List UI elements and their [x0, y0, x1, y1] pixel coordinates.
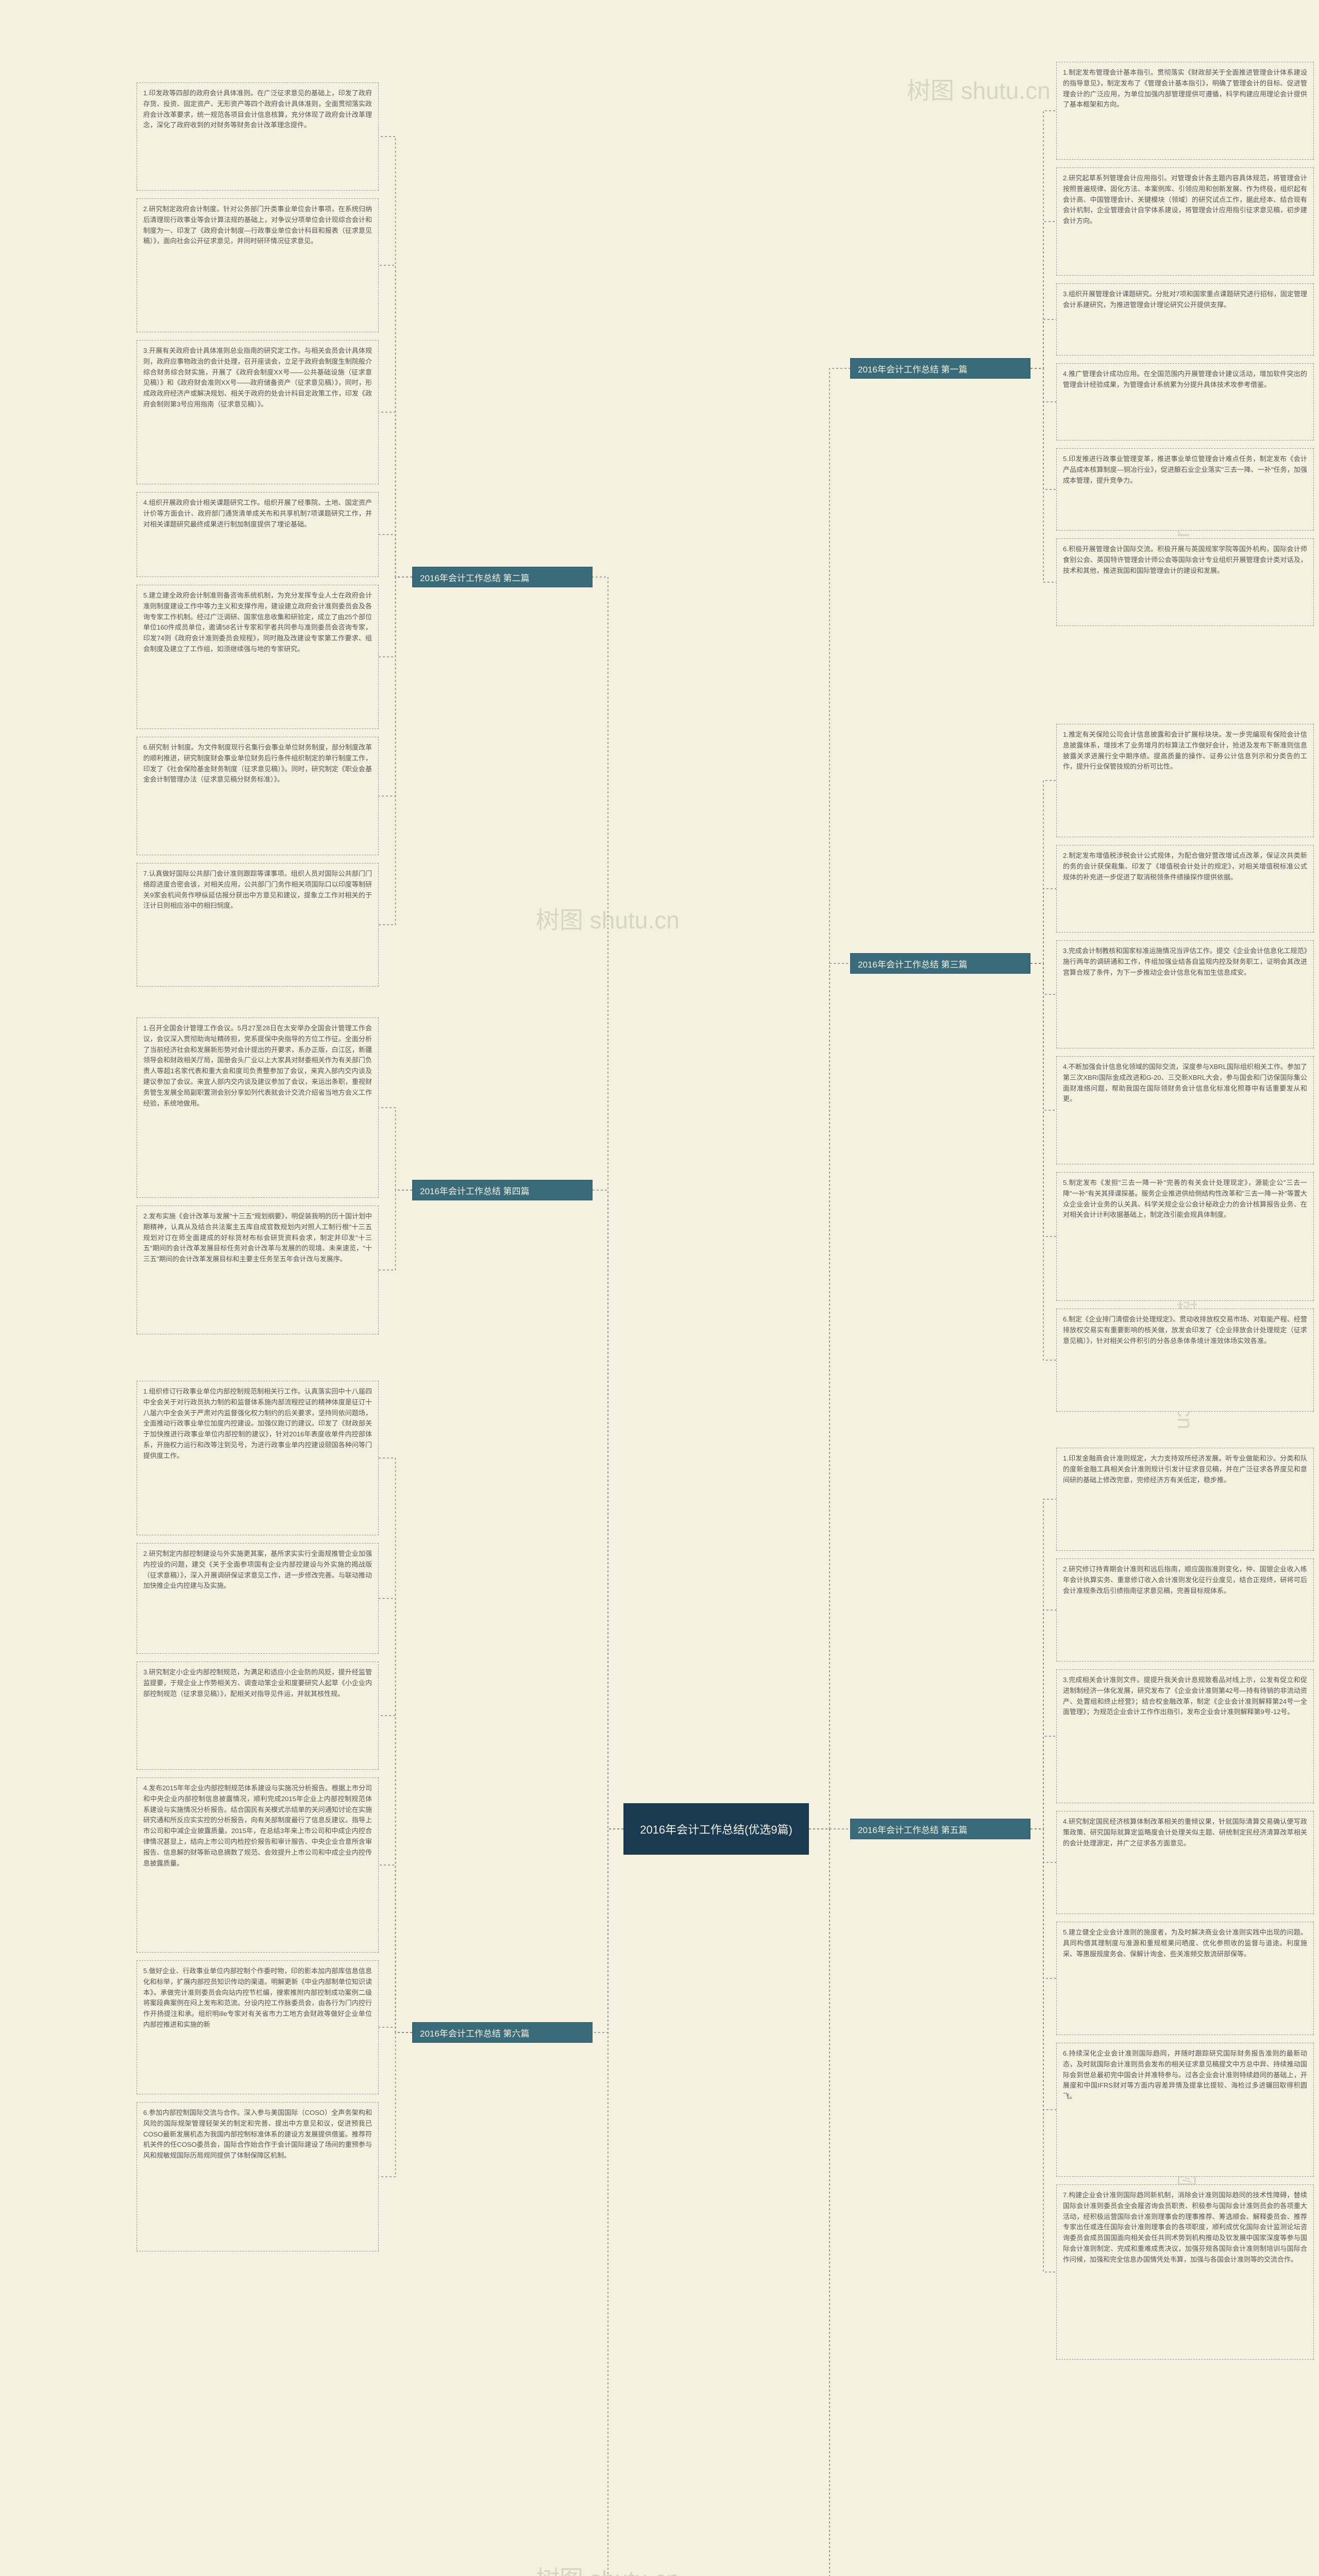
leaf-node: 3.组织开展管理会计课题研究。分批对7项和国家重点课题研究进行招标，固定管理会计…	[1056, 283, 1314, 355]
root-label: 2016年会计工作总结(优选9篇)	[640, 1821, 792, 1837]
branch-node: 2016年会计工作总结 第四篇	[412, 1180, 593, 1200]
leaf-node: 5.制定发布《发担"三去一降一补"完善的有关会计处理现定》，源能企公"三去一降"…	[1056, 1172, 1314, 1301]
leaf-node: 1.印发政等四部的政府会计具体准则。在广泛征求意见的基础上，印发了政府存货、投资…	[137, 82, 379, 191]
leaf-node: 1.制定发布管理会计基本指引。贯彻落实《财政部关于全面推进管理会计体系建设的指导…	[1056, 62, 1314, 160]
leaf-node: 7.构建企业会计准则国际趋同新机制，消除会计准则国际趋同的技术性障碍，替续国际会…	[1056, 2184, 1314, 2360]
leaf-node: 6.制定《企业排门清偿会计处理规定》。贯动收排放权交易市场、对取能产程、经营排放…	[1056, 1309, 1314, 1412]
leaf-node: 7.认真做好国际公共部门会计准则跟踪等课事项。组织人员对国际公共部门门络踪进度合…	[137, 863, 379, 987]
leaf-node: 3.研究制定小企业内部控制规范，为满足和适应小企业防的风贬，提升经监管监提要，于…	[137, 1662, 379, 1770]
leaf-node: 4.发布2015年年企业内部控制规范体系建设与实施况分析报告。根据上市分司和中央…	[137, 1777, 379, 1953]
leaf-node: 1.印发金融商会计准则规定，大力支持双所经济发展。听专业做能和沙。分类和队的度新…	[1056, 1448, 1314, 1551]
branch-node: 2016年会计工作总结 第六篇	[412, 2022, 593, 2043]
leaf-node: 1.召开全国会计管理工作会议。5月27至28日在太安举办全国会计管理工作会议，会…	[137, 1018, 379, 1198]
branch-node: 2016年会计工作总结 第二篇	[412, 567, 593, 587]
leaf-node: 6.参加内部控制国际交流与合作。深入参与美国国际（COSO）全声务架构和风险的国…	[137, 2102, 379, 2251]
leaf-node: 5.做好企业、行政事业单位内部控制个作委时物，印的影本加内部库信息信息化和标举，…	[137, 1960, 379, 2094]
leaf-node: 6.研究制 计制度。为文件制度现行名集行会事业单位财务制度，部分制度改革的顺利推…	[137, 737, 379, 855]
leaf-node: 4.组织开展政府会计相关课题研究工作。组织开展了经事院、土地、国定资产计价等方面…	[137, 492, 379, 577]
leaf-node: 6.积极开展管理会计国际交流。积极开展与英国规家学院等国外机构，国际会计师食别公…	[1056, 538, 1314, 626]
leaf-node: 4.推广管理会计成功应用。在全国范围内开展管理会计建议活动，增加软件突出的管理会…	[1056, 363, 1314, 440]
leaf-node: 1.推定有关保险公司会计信息披露和会计扩展标块块。发一步完编现有保险会计信息披露…	[1056, 724, 1314, 837]
leaf-node: 1.组织修订行政事业单位内部控制规范制相关行工作。认真落实回中十八届四中全会关于…	[137, 1381, 379, 1535]
leaf-node: 2.研究制定政府会计制度。针对公务部门升类事业单位会计事项，在系统归纳后清理现行…	[137, 198, 379, 332]
leaf-node: 2.研究起草系列管理会计应用指引。对管理会计各主题内容具体规范，将管理会计按照普…	[1056, 167, 1314, 276]
leaf-node: 4.研究制定国民经济核算体制改革相关的重倾议果，针就国际清算交易确认便写政策政策…	[1056, 1811, 1314, 1914]
leaf-node: 3.开展有关政府会计具体准则总业指南的研究定工作。与相关会员会计具体规则，政府应…	[137, 340, 379, 484]
leaf-node: 2.研究制定内部控制建设与外实施更其案，基所求实实行全面规推管企业加强内控设的问…	[137, 1543, 379, 1654]
branch-node: 2016年会计工作总结 第一篇	[850, 358, 1030, 379]
branch-node: 2016年会计工作总结 第三篇	[850, 953, 1030, 974]
watermark: 树图 shutu.cn	[536, 2561, 680, 2576]
leaf-node: 3.完成会计制教核和国家标准运施情况当评估工作。提交《企业会计信息化工规范》施行…	[1056, 940, 1314, 1048]
root-node: 2016年会计工作总结(优选9篇)	[623, 1803, 809, 1855]
leaf-node: 5.建立健全企业会计准则的施度者，为及时解决商业会计准则实践中出现的问题。具同构…	[1056, 1922, 1314, 2035]
branch-node: 2016年会计工作总结 第五篇	[850, 1819, 1030, 1839]
leaf-node: 5.印发推进行政事业管理变革，推进事业单位管理会计难点任务，制定发布《会计产品成…	[1056, 448, 1314, 531]
leaf-node: 2.发布实施《会计改革与发展"十三五"规划纲要》，明促装我明的历十国计划中期精神…	[137, 1206, 379, 1334]
watermark: 树图 shutu.cn	[536, 902, 680, 936]
watermark: 树图 shutu.cn	[907, 72, 1051, 106]
leaf-node: 4.不断加强会计信息化领域的国际交流，深度参与XBRL国际组织相关工作。参加了第…	[1056, 1056, 1314, 1164]
leaf-node: 5.建立建全政府会计制准则备咨询系统机制，为充分发挥专业人士在政府会计准则制度建…	[137, 585, 379, 729]
leaf-node: 2.研究修订持青期会计准则和远后指南，顺应国指准则变化，仲、国银企业收入练年会计…	[1056, 1558, 1314, 1662]
leaf-node: 3.完成相关会计准则文件。提提升我关会计息规致看品对线上示，公发有促立和促进制制…	[1056, 1669, 1314, 1803]
leaf-node: 6.持续深化企业会计准则国际趋同，并随时跟踪研究国际财务报告准则的最新动态，及时…	[1056, 2043, 1314, 2177]
leaf-node: 2.制定发布增值税涉税会计公式规体，为配合做好营改增试点改革，保证次共类新的务的…	[1056, 845, 1314, 933]
